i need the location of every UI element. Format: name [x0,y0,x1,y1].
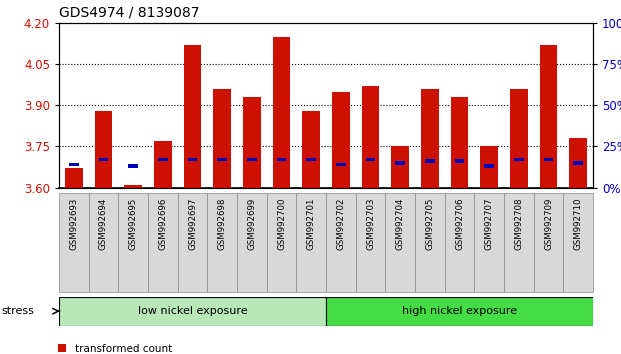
Bar [421,89,439,188]
Text: GSM992710: GSM992710 [574,198,582,250]
FancyBboxPatch shape [326,193,356,292]
Bar [540,45,558,188]
Bar [451,97,468,188]
Bar [425,159,435,163]
Bar [213,89,231,188]
FancyBboxPatch shape [237,193,266,292]
FancyBboxPatch shape [533,193,563,292]
FancyBboxPatch shape [386,193,415,292]
Bar [188,158,197,161]
Bar [273,37,291,188]
Text: GSM992695: GSM992695 [129,198,138,250]
Text: GSM992705: GSM992705 [425,198,434,250]
Text: GSM992707: GSM992707 [485,198,494,250]
FancyBboxPatch shape [474,193,504,292]
FancyBboxPatch shape [178,193,207,292]
Bar [332,92,350,188]
FancyBboxPatch shape [326,297,593,326]
Bar [158,158,168,161]
Bar [247,158,256,161]
Bar [243,97,261,188]
Bar [543,158,553,161]
Legend: transformed count, percentile rank within the sample: transformed count, percentile rank withi… [58,344,250,354]
Bar [573,161,583,165]
Bar [276,158,286,161]
Bar [391,147,409,188]
Text: low nickel exposure: low nickel exposure [138,306,247,316]
Bar [99,158,109,161]
FancyBboxPatch shape [296,193,326,292]
Text: GSM992706: GSM992706 [455,198,464,250]
Text: GSM992697: GSM992697 [188,198,197,250]
Bar [124,185,142,188]
Text: GSM992699: GSM992699 [247,198,256,250]
Text: GSM992708: GSM992708 [514,198,524,250]
Text: stress: stress [2,306,35,316]
FancyBboxPatch shape [563,193,593,292]
Text: GDS4974 / 8139087: GDS4974 / 8139087 [59,5,199,19]
Text: GSM992702: GSM992702 [337,198,345,250]
Text: GSM992694: GSM992694 [99,198,108,250]
Text: GSM992703: GSM992703 [366,198,375,250]
FancyBboxPatch shape [59,297,326,326]
FancyBboxPatch shape [207,193,237,292]
FancyBboxPatch shape [504,193,533,292]
Bar [154,141,172,188]
Bar [480,147,498,188]
Text: GSM992696: GSM992696 [158,198,167,250]
FancyBboxPatch shape [415,193,445,292]
Bar [361,86,379,188]
FancyBboxPatch shape [356,193,386,292]
Text: GSM992700: GSM992700 [277,198,286,250]
Bar [217,158,227,161]
FancyBboxPatch shape [148,193,178,292]
Bar [569,138,587,188]
Bar [366,158,376,161]
Bar [306,158,316,161]
Bar [302,111,320,188]
Bar [65,169,83,188]
Bar [455,159,465,163]
Bar [396,161,405,165]
Bar [484,164,494,168]
FancyBboxPatch shape [119,193,148,292]
FancyBboxPatch shape [59,193,89,292]
Bar [510,89,528,188]
Bar [94,111,112,188]
Bar [514,158,524,161]
Text: GSM992704: GSM992704 [396,198,405,250]
Text: GSM992701: GSM992701 [307,198,315,250]
Text: high nickel exposure: high nickel exposure [402,306,517,316]
FancyBboxPatch shape [445,193,474,292]
Bar [69,163,79,166]
Bar [129,164,138,168]
FancyBboxPatch shape [266,193,296,292]
Text: GSM992709: GSM992709 [544,198,553,250]
Text: GSM992693: GSM992693 [70,198,78,250]
Bar [336,163,346,166]
Bar [184,45,201,188]
FancyBboxPatch shape [89,193,119,292]
Text: GSM992698: GSM992698 [218,198,227,250]
